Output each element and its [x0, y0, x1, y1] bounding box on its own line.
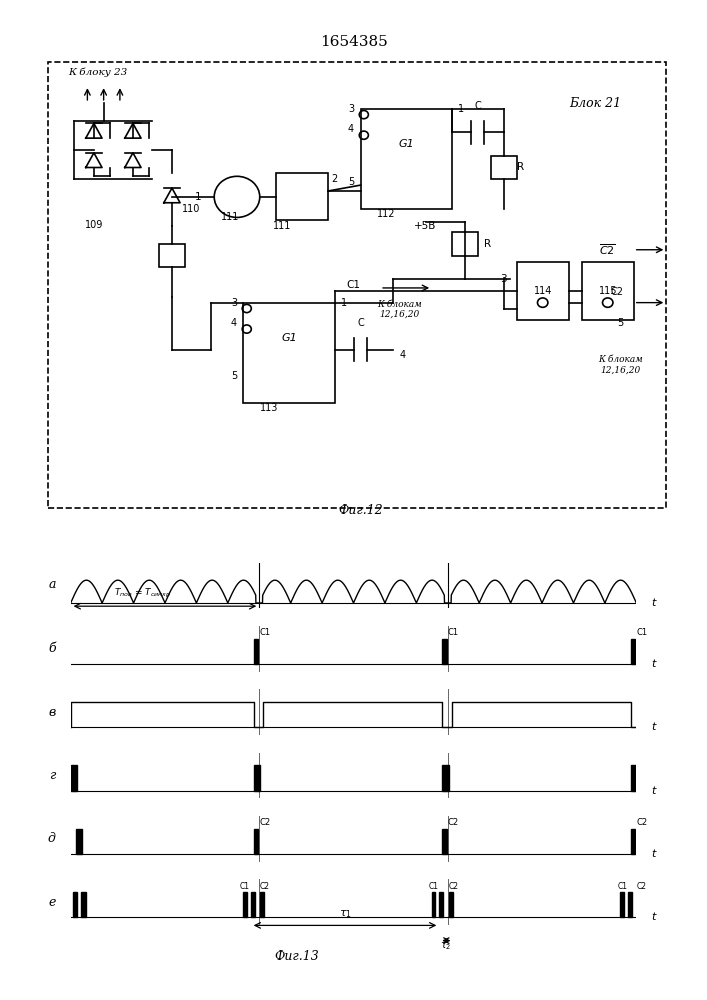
Text: е: е [48, 896, 56, 909]
Bar [582, 261, 633, 320]
Text: C1: C1 [346, 280, 361, 290]
Text: 1: 1 [458, 104, 464, 114]
Text: 111: 111 [221, 212, 240, 222]
Text: t: t [651, 598, 656, 608]
Text: R: R [517, 162, 524, 172]
Text: 112: 112 [378, 209, 396, 219]
Bar [517, 261, 568, 320]
Bar [452, 232, 478, 256]
Text: Блок 21: Блок 21 [568, 97, 621, 110]
Text: C2: C2 [259, 818, 270, 827]
Text: а: а [48, 578, 56, 591]
Bar [491, 156, 517, 179]
Text: $T_{пов}$ = $T_{синхр}$: $T_{пов}$ = $T_{синхр}$ [114, 587, 171, 600]
Text: C2: C2 [448, 818, 459, 827]
Text: C1: C1 [428, 882, 438, 891]
Bar [637, 892, 641, 917]
Text: C: C [357, 318, 364, 328]
Text: C1: C1 [240, 882, 250, 891]
Text: C2: C2 [260, 882, 270, 891]
Text: 2: 2 [332, 174, 338, 184]
Text: C2: C2 [448, 882, 458, 891]
Text: C1: C1 [259, 628, 270, 637]
Text: 3: 3 [348, 104, 354, 114]
Text: C1: C1 [617, 882, 627, 891]
Text: C2: C2 [636, 818, 648, 827]
Text: 110: 110 [182, 204, 200, 214]
Bar [442, 829, 447, 854]
Text: $\tau_1$: $\tau_1$ [339, 908, 351, 920]
Text: в: в [48, 706, 56, 719]
Text: Фиг.12: Фиг.12 [338, 504, 383, 517]
Text: t: t [651, 912, 656, 922]
Text: 114: 114 [534, 286, 552, 296]
Text: $\tau_2$: $\tau_2$ [440, 940, 452, 952]
Text: t: t [651, 659, 656, 669]
Bar [73, 892, 77, 917]
Text: 1: 1 [194, 192, 201, 202]
Bar [631, 765, 637, 791]
Bar [243, 303, 334, 402]
Bar [276, 173, 328, 220]
Bar [620, 892, 624, 917]
Text: 3: 3 [231, 298, 237, 308]
Bar [442, 639, 447, 664]
Text: К блокам
12,16,20: К блокам 12,16,20 [378, 300, 422, 319]
Bar [243, 892, 247, 917]
Text: 3: 3 [501, 274, 507, 284]
Bar [76, 829, 82, 854]
Text: G1: G1 [398, 139, 414, 149]
Text: 1: 1 [341, 298, 347, 308]
Bar [631, 829, 636, 854]
Text: C: C [474, 101, 481, 111]
Text: C1: C1 [636, 628, 648, 637]
Text: R: R [484, 239, 491, 249]
Bar [81, 892, 86, 917]
Bar [251, 892, 255, 917]
Text: 109: 109 [85, 220, 103, 230]
Text: 5: 5 [230, 371, 237, 381]
Bar [361, 109, 452, 209]
Bar [442, 765, 449, 791]
Text: 115: 115 [599, 286, 617, 296]
Bar [449, 892, 453, 917]
Text: $\overline{C2}$: $\overline{C2}$ [600, 242, 617, 257]
Text: t: t [651, 849, 656, 859]
Text: 1654385: 1654385 [320, 35, 387, 49]
Text: б: б [48, 642, 56, 655]
Text: G1: G1 [281, 333, 297, 343]
Bar [631, 639, 636, 664]
Text: Фиг.13: Фиг.13 [274, 950, 320, 963]
Text: г: г [49, 769, 56, 782]
Text: К блоку 23: К блоку 23 [68, 68, 127, 77]
Bar [432, 892, 435, 917]
Bar [628, 892, 632, 917]
Text: 4: 4 [348, 124, 354, 134]
Bar [260, 892, 264, 917]
Text: д: д [48, 832, 56, 845]
Text: C2: C2 [637, 882, 647, 891]
Text: 4: 4 [399, 351, 406, 360]
Text: +5В: +5В [414, 221, 437, 231]
Bar [254, 829, 258, 854]
Text: 113: 113 [260, 403, 279, 413]
Text: C2: C2 [611, 287, 624, 297]
Text: t: t [651, 722, 656, 732]
Text: 4: 4 [231, 318, 237, 328]
Bar [159, 244, 185, 267]
Bar [439, 892, 443, 917]
Text: К блокам
12,16,20: К блокам 12,16,20 [598, 356, 643, 375]
Text: C1: C1 [448, 628, 459, 637]
Text: t: t [651, 786, 656, 796]
Text: 111: 111 [274, 221, 292, 231]
Bar [71, 765, 77, 791]
Text: 5: 5 [618, 318, 624, 328]
Bar [254, 639, 258, 664]
Text: 5: 5 [348, 177, 354, 187]
Bar [254, 765, 260, 791]
